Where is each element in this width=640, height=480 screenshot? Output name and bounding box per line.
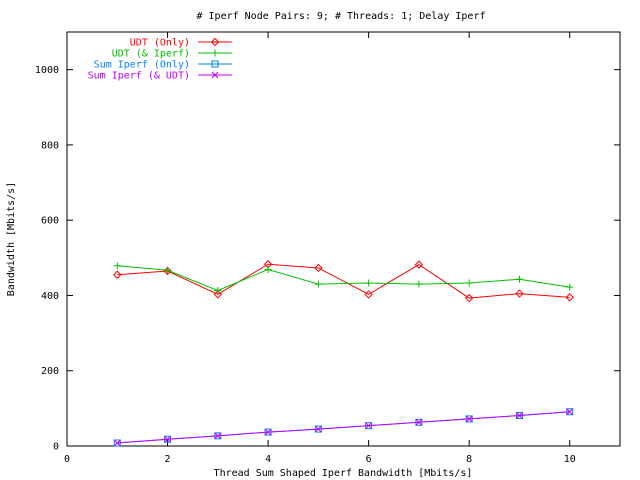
x-tick-label: 2 [165,454,171,465]
series-line [117,411,570,444]
data-point [414,260,424,269]
data-point [365,279,373,287]
x-tick-label: 0 [64,454,70,465]
data-point [465,415,473,423]
data-point [113,439,121,447]
data-point [164,435,171,443]
data-point [315,425,322,433]
data-point [113,270,122,279]
data-point [213,290,223,299]
legend-label: UDT (Only) [130,38,190,49]
data-point [515,275,523,283]
data-point [566,408,574,416]
y-tick-label: 600 [41,216,59,227]
legend-label: UDT (& Iperf) [112,49,190,60]
legend-marker [211,49,219,57]
y-tick-label: 0 [53,442,59,453]
legend: UDT (Only)UDT (& Iperf)Sum Iperf (Only)S… [88,38,232,82]
data-point [566,283,574,291]
series-1 [113,260,574,303]
y-tick-label: 1000 [35,65,59,76]
legend-marker [211,71,219,79]
y-tick-label: 400 [41,291,59,302]
legend-marker [210,37,220,47]
y-tick-label: 200 [41,366,59,377]
data-point [314,263,323,273]
x-tick-label: 4 [265,454,271,465]
x-tick-label: 10 [564,454,576,465]
data-point [464,293,474,303]
series-line [117,263,570,299]
series-line [117,265,570,292]
data-point [214,287,222,295]
data-point [516,412,523,419]
data-point [364,290,373,299]
data-point [264,428,272,436]
y-tick-label: 800 [41,140,59,151]
y-axis-label: Bandwidth [Mbits/s] [6,182,17,296]
data-point [565,293,574,302]
series-2 [113,262,574,295]
data-point [214,432,222,440]
chart-title: # Iperf Node Pairs: 9; # Threads: 1; Del… [197,11,486,22]
data-point [465,279,473,287]
x-tick-label: 6 [366,454,372,465]
data-point [365,422,372,430]
legend-marker [211,60,219,68]
data-point [264,265,272,273]
data-point [415,418,423,426]
data-point [314,280,322,288]
data-point [415,280,423,288]
data-point [113,262,121,270]
series-4 [113,408,574,447]
data-point [164,266,172,274]
axis-ticks: 0 2 4 6 8 10 0 200 400 600 800 1000 [35,32,620,465]
plot-frame [66,31,621,447]
legend-label: Sum Iperf (& UDT) [88,71,190,82]
legend-label: Sum Iperf (Only) [94,60,190,71]
data-point [515,289,524,298]
x-axis-label: Thread Sum Shaped Iperf Bandwidth [Mbits… [214,468,473,479]
x-tick-label: 8 [466,454,472,465]
series-layer [113,260,574,447]
